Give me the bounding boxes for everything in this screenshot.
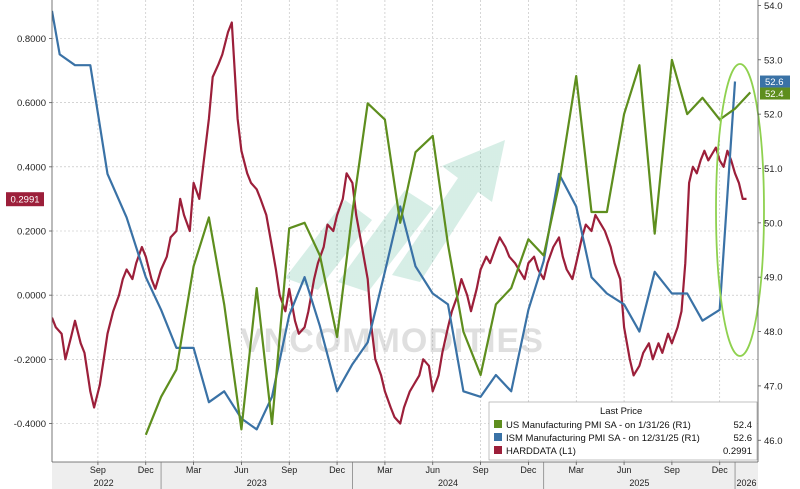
right-tick-label: 49.0	[764, 273, 783, 284]
flag-harddata-bg	[6, 192, 44, 207]
year-label: 2023	[247, 478, 267, 488]
right-tick-label: 50.0	[764, 218, 783, 229]
right-tick-label: 47.0	[764, 381, 783, 392]
x-tick-label: Dec	[138, 465, 155, 475]
x-tick-label: Dec	[329, 465, 346, 475]
x-tick-label: Sep	[664, 465, 680, 475]
legend-title: Last Price	[600, 406, 642, 417]
series-layer	[52, 10, 752, 436]
flag-harddata: 0.2991	[10, 195, 39, 206]
legend-label-harddata: HARDDATA (L1)	[506, 446, 576, 457]
right-tick-label: 52.0	[764, 110, 783, 121]
x-axis-band	[52, 462, 758, 489]
left-tick-label: 0.6000	[17, 98, 46, 109]
x-axis-ticks: Sep Dec Mar Jun Sep Dec Mar Jun Sep Dec Mar Jun Sep D…	[90, 462, 757, 489]
left-tick-label: 0.8000	[17, 34, 46, 45]
x-tick-label: Mar	[377, 465, 393, 475]
x-tick-label: Jun	[617, 465, 632, 475]
series-line-2	[52, 21, 747, 425]
right-tick-label: 46.0	[764, 436, 783, 447]
grid-lines	[52, 0, 758, 462]
watermark-logo	[285, 140, 505, 292]
legend-label-us-pmi: US Manufacturing PMI SA - on 1/31/26 (R1…	[506, 420, 691, 431]
year-label: 2022	[94, 478, 114, 488]
year-label: 2024	[438, 478, 458, 488]
legend-label-ism-pmi: ISM Manufacturing PMI SA - on 12/31/25 (…	[506, 433, 700, 444]
flag-us-pmi: 52.4	[765, 89, 784, 100]
flag-us-pmi-bg	[760, 87, 790, 100]
year-label: 2026	[737, 478, 757, 488]
right-tick-label: 54.0	[764, 1, 783, 12]
watermark: VNCOMMODITIES	[240, 140, 544, 360]
series-line-0	[144, 58, 752, 436]
flag-ism-pmi-bg	[760, 75, 790, 88]
legend-swatch-harddata	[494, 446, 502, 454]
right-tick-label: 48.0	[764, 327, 783, 338]
last-value-flags: 52.652.4 0.2991	[6, 75, 790, 207]
watermark-text: VNCOMMODITIES	[240, 322, 544, 360]
left-tick-label: -0.4000	[14, 419, 46, 430]
legend-swatch-ism-pmi	[494, 433, 502, 441]
x-tick-label: Mar	[186, 465, 202, 475]
x-tick-label: Jun	[425, 465, 440, 475]
left-axis-ticks: 0.8000 0.6000 0.4000 0.2000 0.0000 -0.2000 -0.…	[14, 34, 52, 430]
left-tick-label: 0.0000	[17, 291, 46, 302]
x-tick-label: Sep	[90, 465, 106, 475]
x-tick-label: Dec	[712, 465, 729, 475]
legend-swatch-us-pmi	[494, 420, 502, 428]
right-axis-ticks: 54.0 53.0 52.0 51.0 50.0 49.0 48.0 47.0 46.0	[758, 1, 783, 447]
left-tick-label: 0.2000	[17, 227, 46, 238]
legend-value-harddata: 0.2991	[723, 446, 752, 457]
x-tick-label: Dec	[520, 465, 537, 475]
series-line-1	[52, 10, 737, 431]
x-tick-label: Sep	[281, 465, 297, 475]
x-tick-label: Mar	[568, 465, 584, 475]
left-tick-label: 0.4000	[17, 162, 46, 173]
legend-value-us-pmi: 52.4	[734, 420, 753, 431]
left-tick-label: -0.2000	[14, 355, 46, 366]
x-tick-label: Jun	[234, 465, 249, 475]
right-tick-label: 51.0	[764, 164, 783, 175]
year-label: 2025	[629, 478, 649, 488]
legend-box	[488, 401, 758, 461]
highlight-ellipse	[715, 63, 765, 357]
flag-ism-pmi: 52.6	[765, 77, 784, 88]
right-tick-label: 53.0	[764, 55, 783, 66]
legend: Last Price US Manufacturing PMI SA - on …	[488, 401, 758, 461]
x-tick-label: Sep	[473, 465, 489, 475]
legend-value-ism-pmi: 52.6	[734, 433, 753, 444]
